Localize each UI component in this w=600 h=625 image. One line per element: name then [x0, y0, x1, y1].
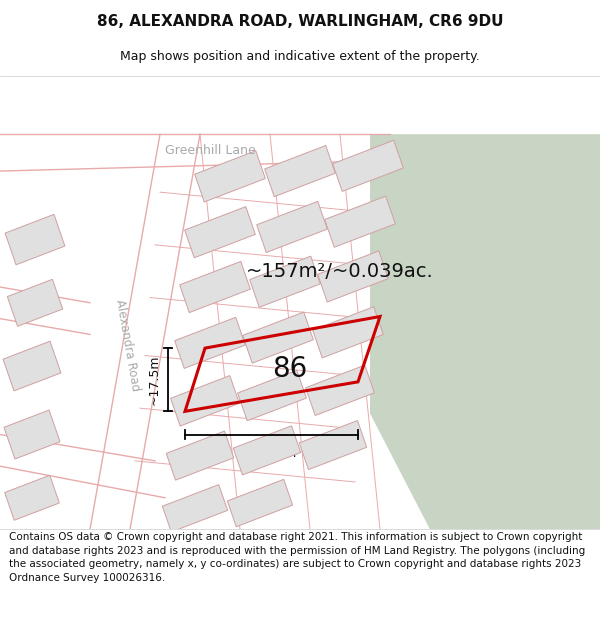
Polygon shape	[4, 410, 60, 459]
Text: Greenhill Lane: Greenhill Lane	[164, 144, 256, 156]
Polygon shape	[7, 279, 62, 326]
Polygon shape	[299, 421, 367, 469]
Polygon shape	[332, 140, 403, 191]
Text: ~17.5m: ~17.5m	[148, 354, 161, 405]
Polygon shape	[242, 312, 313, 363]
Polygon shape	[194, 151, 265, 202]
Polygon shape	[265, 146, 335, 197]
Polygon shape	[317, 251, 388, 302]
Text: ~29.3m: ~29.3m	[247, 447, 296, 460]
Polygon shape	[325, 196, 395, 248]
Polygon shape	[233, 426, 301, 475]
Polygon shape	[257, 201, 328, 252]
Text: 86: 86	[272, 355, 308, 383]
Polygon shape	[179, 261, 250, 312]
Text: 86, ALEXANDRA ROAD, WARLINGHAM, CR6 9DU: 86, ALEXANDRA ROAD, WARLINGHAM, CR6 9DU	[97, 14, 503, 29]
Polygon shape	[5, 214, 65, 265]
Polygon shape	[163, 484, 227, 532]
Polygon shape	[238, 371, 307, 421]
Polygon shape	[3, 341, 61, 391]
Polygon shape	[5, 475, 59, 520]
Polygon shape	[185, 207, 256, 258]
Polygon shape	[250, 256, 320, 308]
Polygon shape	[313, 307, 383, 358]
Polygon shape	[305, 365, 374, 416]
Polygon shape	[227, 479, 293, 527]
Text: ~157m²/~0.039ac.: ~157m²/~0.039ac.	[246, 262, 434, 281]
Polygon shape	[175, 318, 245, 368]
Text: Contains OS data © Crown copyright and database right 2021. This information is : Contains OS data © Crown copyright and d…	[9, 532, 585, 583]
Text: Map shows position and indicative extent of the property.: Map shows position and indicative extent…	[120, 50, 480, 63]
Text: Alexandra Road: Alexandra Road	[113, 298, 142, 392]
Polygon shape	[170, 376, 239, 426]
Polygon shape	[166, 431, 234, 480]
Polygon shape	[370, 134, 600, 529]
